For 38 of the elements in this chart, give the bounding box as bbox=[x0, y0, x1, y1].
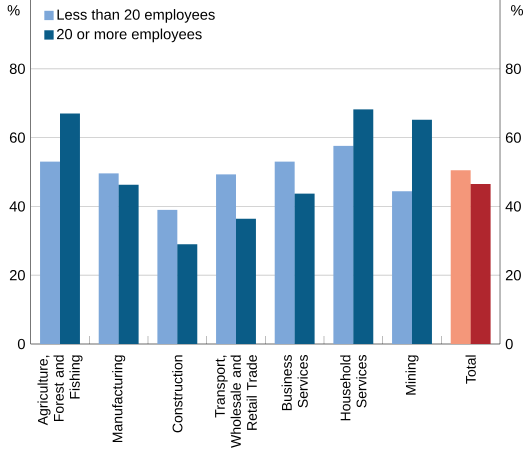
y2-tick-label: 60 bbox=[506, 132, 521, 143]
y-tick-label: 40 bbox=[10, 201, 25, 212]
bar bbox=[60, 113, 80, 344]
bar bbox=[353, 109, 374, 344]
bar bbox=[177, 244, 198, 344]
y2-tick-label: 20 bbox=[506, 270, 521, 280]
bar bbox=[40, 162, 60, 344]
bar bbox=[118, 184, 139, 344]
x-tick-label: Total bbox=[466, 355, 476, 384]
y2-tick-label: 40 bbox=[506, 201, 521, 212]
y2-axis-title: % bbox=[511, 5, 524, 16]
bar bbox=[450, 170, 471, 344]
bar bbox=[470, 184, 491, 344]
bar bbox=[216, 174, 236, 344]
x-tick-label: Transport, Wholesale and Retail Trade bbox=[215, 354, 257, 448]
x-tick-label: Business Services bbox=[282, 354, 308, 410]
legend-label: Less than 20 employees bbox=[58, 8, 215, 23]
y2-tick-label: 0 bbox=[506, 338, 513, 350]
x-tick-label: Manufacturing bbox=[112, 355, 126, 442]
x-tick-label: Construction bbox=[172, 355, 182, 432]
legend-label: 20 or more employees bbox=[57, 28, 202, 42]
y2-tick-label: 80 bbox=[506, 63, 521, 74]
x-tick-label: Mining bbox=[405, 355, 419, 394]
bar bbox=[412, 120, 432, 344]
y-tick-label: 80 bbox=[10, 63, 25, 74]
bar bbox=[392, 191, 412, 344]
x-tick-label: Household Services bbox=[340, 354, 366, 420]
bar bbox=[98, 173, 119, 344]
y-axis-title: % bbox=[8, 5, 20, 16]
bar bbox=[157, 210, 178, 344]
bar bbox=[294, 194, 315, 344]
bar bbox=[236, 218, 256, 344]
x-tick-label: Agriculture, Forest and Fishing bbox=[37, 355, 83, 426]
bar bbox=[333, 146, 354, 344]
y-tick-label: 0 bbox=[18, 338, 25, 350]
y-tick-label: 60 bbox=[10, 132, 25, 143]
y-tick-label: 20 bbox=[10, 270, 25, 280]
bar bbox=[274, 162, 295, 344]
